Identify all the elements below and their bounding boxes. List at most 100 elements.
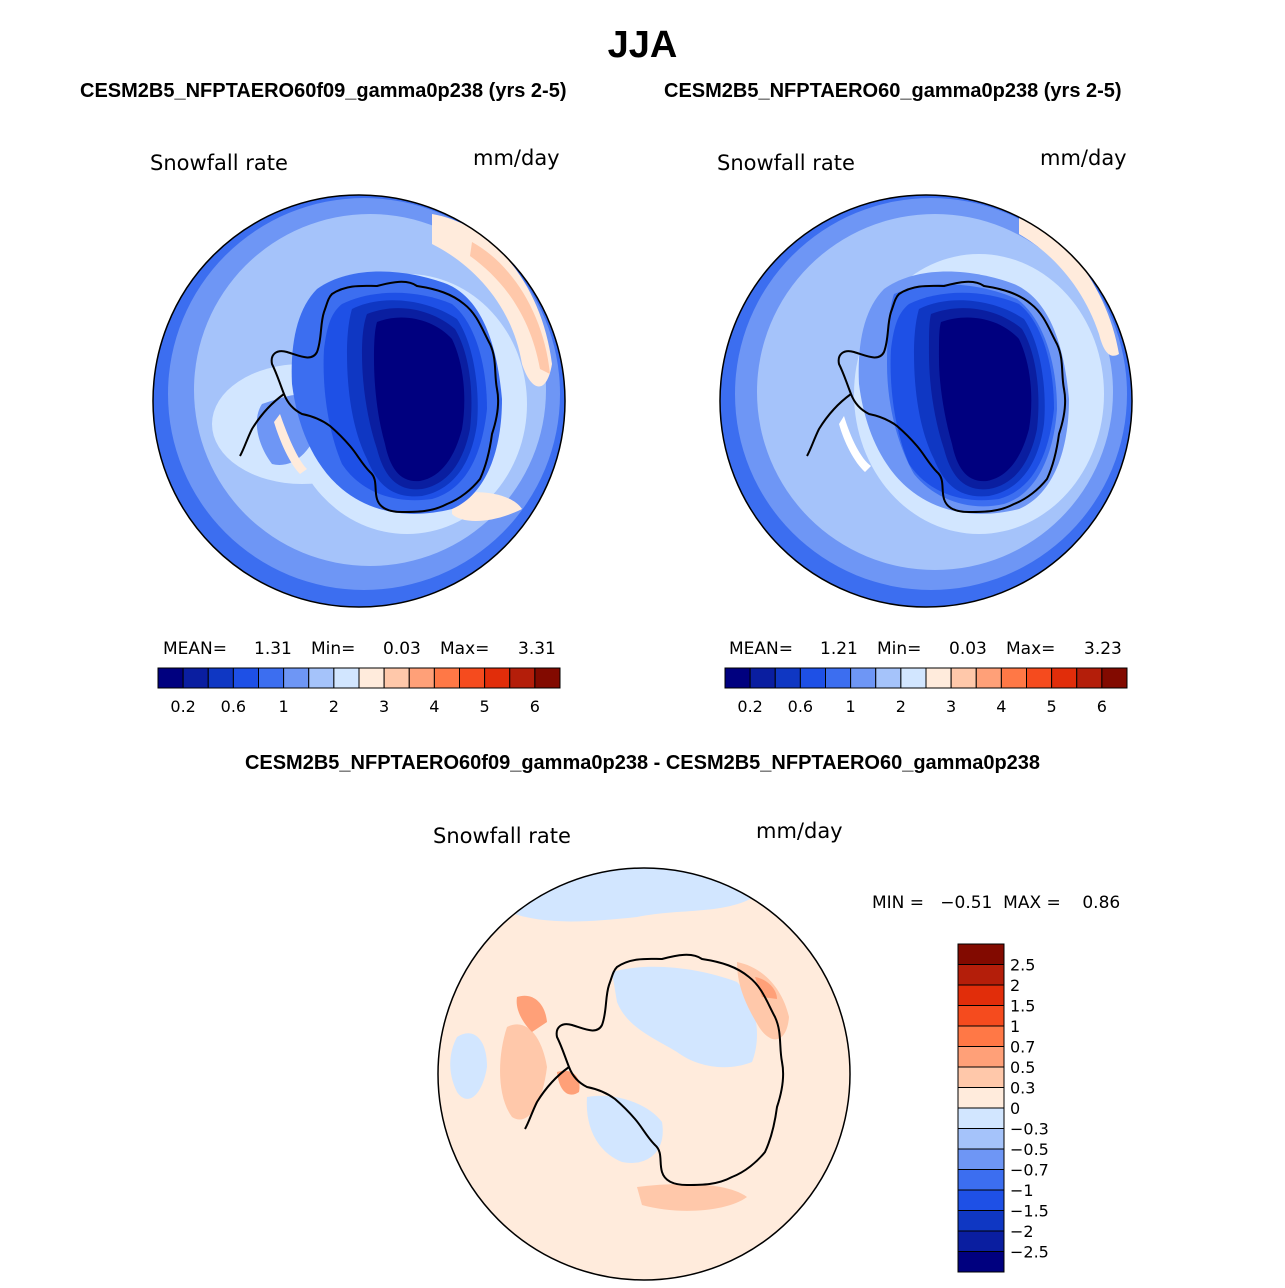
left-map-warm-patch-3 [452,492,522,521]
diff-colorbar-box-10 [957,1148,1005,1170]
diff-map-pos-peninsula-2 [516,995,547,1032]
right-colorbar-box-10 [975,667,1002,689]
diff-colorbar-tick-label: −0.5 [1010,1140,1049,1159]
right-colorbar-box-0 [724,667,751,689]
left-colorbar-box-10 [408,667,435,689]
right-colorbar-tick-label: 4 [996,697,1006,716]
right-colorbar-box-4 [825,667,852,689]
left-colorbar: 0.2 0.6 1 2 3 4 5 6 [157,667,561,716]
right-map-warm-patch [1019,214,1119,356]
left-colorbar-tick-label: 2 [329,697,339,716]
left-map-warm-patch-2 [470,242,550,374]
right-colorbar-tick-label: 3 [946,697,956,716]
diff-minmax: MIN = −0.51 MAX = 0.86 [872,893,1121,913]
diff-colorbar-box-3 [957,1005,1005,1027]
right-map-peninsula-light [839,416,871,472]
right-colorbar-tick-label: 6 [1097,697,1107,716]
right-min-label: Min= [877,639,922,659]
diff-map-pos-south [637,1184,747,1211]
diff-map-border [437,867,851,1281]
right-colorbar-box-14 [1076,667,1103,689]
right-colorbar-box-11 [1000,667,1027,689]
right-max-label: Max= [1006,639,1056,659]
right-min-value: 0.03 [949,639,987,659]
diff-map-coastline [555,953,785,1187]
left-min-value: 0.03 [383,639,421,659]
season-title: JJA [607,24,678,66]
left-colorbar-box-2 [207,667,234,689]
right-colorbar-box-12 [1026,667,1053,689]
diff-colorbar-box-5 [957,1046,1005,1068]
left-mean-label: MEAN= [163,639,227,659]
left-map-peninsula-coast [239,393,285,457]
right-colorbar-box-13 [1051,667,1078,689]
left-colorbar-tick-label: 5 [480,697,490,716]
left-colorbar-box-11 [433,667,460,689]
right-variable-label: Snowfall rate [717,151,855,175]
left-map [152,194,566,608]
left-map-coastline [270,280,500,514]
diff-colorbar-box-9 [957,1128,1005,1150]
left-colorbar-box-4 [258,667,285,689]
right-map [719,194,1133,608]
right-mean-value: 1.21 [820,639,858,659]
left-colorbar-box-0 [157,667,184,689]
right-map-peninsula-coast [806,393,852,457]
right-colorbar-box-2 [774,667,801,689]
diff-colorbar-tick-label: 0 [1010,1099,1020,1118]
left-colorbar-tick-label: 1 [279,697,289,716]
diff-map-background [438,868,850,1280]
right-colorbar-box-5 [850,667,877,689]
diff-map-pos-peninsula [500,1024,547,1120]
diff-colorbar-tick-label: −1.5 [1010,1202,1049,1221]
left-colorbar-box-14 [509,667,536,689]
right-map-border [719,194,1133,608]
right-case-title: CESM2B5_NFPTAERO60_gamma0p238 (yrs 2-5) [664,80,1122,102]
right-colorbar-tick-label: 5 [1047,697,1057,716]
right-colorbar-box-9 [950,667,977,689]
left-colorbar-tick-label: 3 [379,697,389,716]
left-max-label: Max= [440,639,490,659]
diff-variable-label: Snowfall rate [433,824,571,848]
left-map-peninsula-warm [274,414,307,474]
right-colorbar-tick-label: 0.6 [788,697,813,716]
right-colorbar-box-8 [925,667,952,689]
diff-colorbar-tick-label: −0.7 [1010,1161,1049,1180]
diff-colorbar-box-4 [957,1025,1005,1047]
right-map-core [939,317,1032,482]
right-colorbar-tick-label: 2 [896,697,906,716]
diff-colorbar-box-6 [957,1066,1005,1088]
left-colorbar-box-3 [232,667,259,689]
right-units-label: mm/day [1040,146,1127,170]
diff-colorbar-box-8 [957,1107,1005,1129]
diff-colorbar-tick-label: 2 [1010,976,1020,995]
right-colorbar-tick-label: 1 [846,697,856,716]
left-colorbar-box-8 [358,667,385,689]
right-colorbar-box-1 [749,667,776,689]
diff-colorbar-tick-label: 0.5 [1010,1058,1035,1077]
left-max-value: 3.31 [518,639,556,659]
diff-title: CESM2B5_NFPTAERO60f09_gamma0p238 - CESM2… [244,752,1041,774]
diff-colorbar-tick-label: 1 [1010,1017,1020,1036]
diff-colorbar-box-1 [957,964,1005,986]
diff-colorbar-box-11 [957,1169,1005,1191]
left-mean-value: 1.31 [254,639,292,659]
right-mean-label: MEAN= [729,639,793,659]
left-min-label: Min= [311,639,356,659]
right-max-value: 3.23 [1084,639,1122,659]
right-colorbar-box-6 [875,667,902,689]
diff-map-neg-west [450,1033,487,1099]
right-map-coastline [837,280,1067,514]
right-colorbar-box-15 [1101,667,1128,689]
diff-colorbar-tick-label: −1 [1010,1181,1034,1200]
diff-map [437,867,851,1281]
diff-colorbar-box-2 [957,984,1005,1006]
right-colorbar-box-7 [900,667,927,689]
left-map-warm-patch [432,214,552,387]
left-colorbar-box-6 [308,667,335,689]
left-colorbar-box-12 [459,667,486,689]
diff-colorbar-box-7 [957,1087,1005,1109]
right-colorbar-tick-label: 0.2 [737,697,762,716]
right-colorbar-box-3 [799,667,826,689]
left-colorbar-tick-label: 0.6 [221,697,246,716]
